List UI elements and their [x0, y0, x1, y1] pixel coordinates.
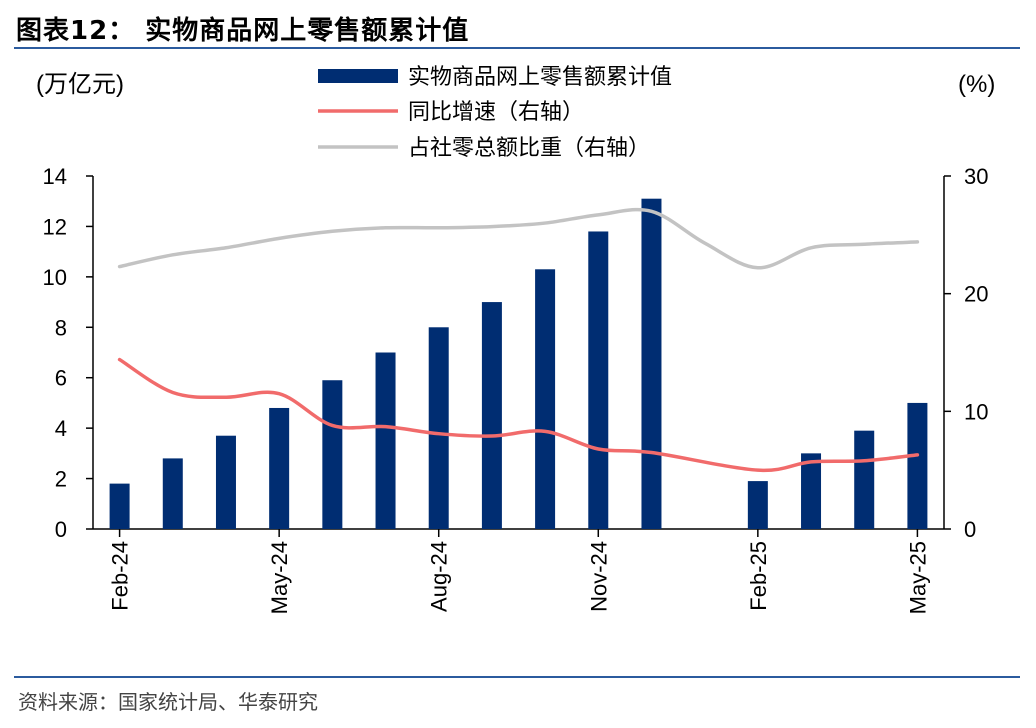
bar-series: [109, 198, 928, 529]
x-tick-label: Feb-24: [108, 541, 133, 611]
left-tick-label: 10: [43, 265, 67, 290]
left-tick-label: 0: [55, 517, 67, 542]
right-tick-label: 10: [964, 399, 988, 424]
x-tick-label: Aug-24: [427, 541, 452, 612]
right-tick-label: 30: [964, 164, 988, 189]
bar: [162, 458, 183, 529]
bar: [535, 269, 556, 529]
left-tick-label: 6: [55, 366, 67, 391]
x-tick-label: May-24: [267, 541, 292, 614]
bar: [428, 327, 449, 529]
left-axis-unit: (万亿元): [36, 71, 124, 98]
right-tick-label: 0: [964, 517, 976, 542]
chart-axes: 0 2 4 6 8 10 12 14 0 10 20 30 Feb-24 May-24 Aug-24 Nov-…: [43, 164, 989, 614]
right-tick-label: 20: [964, 282, 988, 307]
left-tick-label: 2: [55, 467, 67, 492]
bar: [854, 430, 875, 529]
bar: [481, 302, 502, 529]
x-tick-label: May-25: [905, 541, 930, 614]
bar: [801, 453, 822, 529]
bar: [215, 435, 236, 529]
left-tick-label: 8: [55, 315, 67, 340]
bar: [747, 481, 768, 529]
bar: [269, 407, 290, 529]
legend-label: 同比增速（右轴）: [408, 100, 584, 125]
bar: [907, 402, 928, 529]
source-note: 资料来源：国家统计局、华泰研究: [18, 690, 318, 714]
left-tick-label: 12: [43, 214, 67, 239]
bar: [588, 231, 609, 529]
top-divider: [14, 47, 1020, 49]
legend-label: 占社零总额比重（右轴）: [408, 136, 650, 161]
growth-rate-line: [117, 357, 920, 473]
bar: [322, 380, 343, 529]
legend-swatch-bar: [318, 69, 398, 83]
legend-label: 实物商品网上零售额累计值: [408, 65, 672, 90]
bar: [109, 483, 130, 529]
left-tick-label: 14: [43, 164, 67, 189]
line-series: [117, 207, 920, 473]
bar: [375, 352, 396, 529]
bar: [641, 198, 662, 529]
left-tick-label: 4: [55, 416, 67, 441]
chart-title: 图表12： 实物商品网上零售额累计值: [16, 16, 470, 46]
right-axis-unit: (%): [958, 71, 995, 98]
share-of-retail-line: [117, 207, 920, 270]
x-tick-label: Nov-24: [586, 541, 611, 612]
bottom-divider: [14, 676, 1020, 678]
x-tick-label: Feb-25: [746, 541, 771, 611]
